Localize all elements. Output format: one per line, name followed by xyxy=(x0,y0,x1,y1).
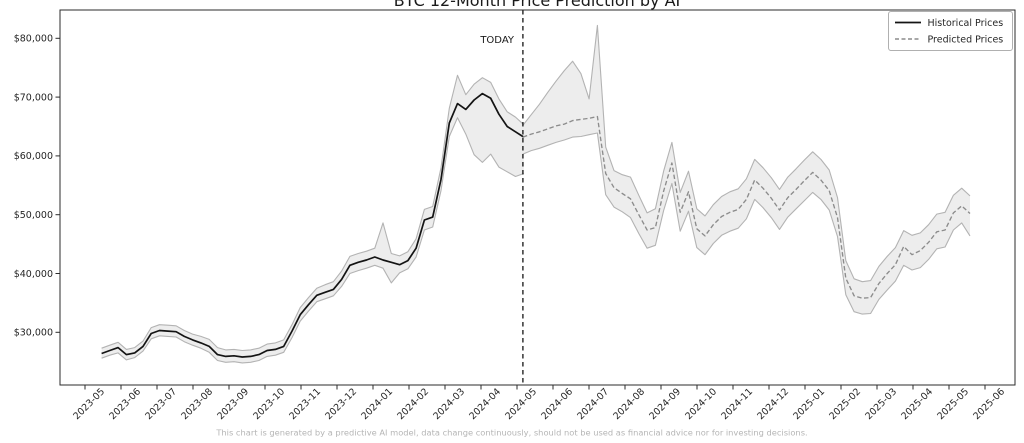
x-tick-label: 2023-10 xyxy=(251,386,287,422)
x-tick-label: 2023-05 xyxy=(71,386,107,422)
band-upper-edge xyxy=(522,24,971,283)
historical-price-line xyxy=(101,92,525,358)
x-tick-label: 2024-03 xyxy=(431,386,467,422)
x-tick-label: 2025-01 xyxy=(791,386,827,422)
x-tick-label: 2024-11 xyxy=(719,386,755,422)
legend-label-predicted: Predicted Prices xyxy=(928,35,1004,46)
x-tick-label: 2025-03 xyxy=(863,386,899,422)
x-tick-label: 2025-05 xyxy=(935,386,971,422)
x-tick-label: 2024-07 xyxy=(575,386,611,422)
x-tick-label: 2023-06 xyxy=(107,386,143,422)
legend: Historical Prices Predicted Prices xyxy=(888,11,1013,51)
x-tick-label: 2024-10 xyxy=(683,386,719,422)
y-tick-label: $50,000 xyxy=(14,210,53,221)
y-tick-label: $30,000 xyxy=(14,328,53,339)
x-tick-label: 2025-06 xyxy=(971,386,1007,422)
confidence-band xyxy=(101,75,524,363)
y-tick-label: $80,000 xyxy=(14,34,53,45)
x-tick-label: 2023-08 xyxy=(179,386,215,422)
y-tick-label: $40,000 xyxy=(14,269,53,280)
x-tick-label: 2023-09 xyxy=(215,386,251,422)
y-tick-label: $70,000 xyxy=(14,92,53,103)
x-tick-label: 2023-11 xyxy=(287,386,323,422)
y-tick-label: $60,000 xyxy=(14,151,53,162)
chart-title: BTC 12-Month Price Prediction by AI xyxy=(394,0,681,10)
x-tick-label: 2024-02 xyxy=(395,386,431,422)
x-tick-label: 2023-12 xyxy=(323,386,359,422)
plot-area: 2023-05 2023-06 2023-07 2023-08 2023-09 2023-… xyxy=(14,10,1007,422)
disclaimer-text: This chart is generated by a predictive … xyxy=(215,428,807,438)
x-tick-label: 2024-12 xyxy=(755,386,791,422)
band-lower-edge xyxy=(101,117,524,364)
plot-border xyxy=(59,9,1016,386)
today-label: TODAY xyxy=(479,35,515,46)
x-tick-label: 2024-01 xyxy=(359,386,395,422)
band-lower-edge xyxy=(522,132,971,315)
x-tick-label: 2024-09 xyxy=(647,386,683,422)
x-tick-label: 2024-06 xyxy=(539,386,575,422)
x-tick-label: 2024-04 xyxy=(467,386,503,422)
band-upper-edge xyxy=(101,74,525,352)
x-tick-label: 2025-02 xyxy=(827,386,863,422)
legend-label-historical: Historical Prices xyxy=(928,18,1004,29)
x-tick-label: 2024-08 xyxy=(611,386,647,422)
predicted-price-line xyxy=(522,115,971,299)
x-tick-label: 2023-07 xyxy=(143,386,179,422)
confidence-band xyxy=(522,25,970,315)
legend-box xyxy=(888,11,1013,51)
x-tick-label: 2025-04 xyxy=(899,386,935,422)
x-tick-label: 2024-05 xyxy=(503,386,539,422)
